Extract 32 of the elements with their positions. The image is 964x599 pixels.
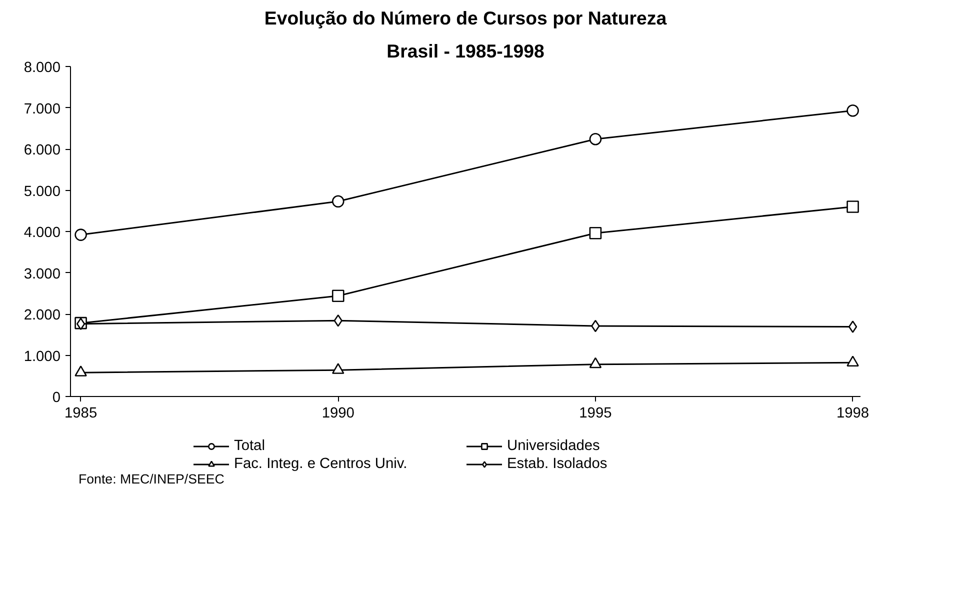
point	[74, 228, 87, 241]
point	[589, 357, 602, 368]
y-tick-label: 6.000	[24, 142, 61, 158]
y-tick-label: 8.000	[24, 60, 61, 76]
y-tick-label: 0	[52, 390, 61, 406]
x-tick-label: 1995	[579, 406, 612, 422]
point	[332, 290, 344, 302]
x-tick-label: 1998	[836, 406, 870, 422]
y-tick-label: 5.000	[24, 184, 61, 200]
chart-title: Evolução do Número de Cursos por Natureza	[264, 8, 668, 28]
legend-label: Fac. Integ. e Centros Univ.	[234, 456, 408, 472]
x-tick-label: 1990	[322, 406, 354, 422]
legend-label: Universidades	[507, 438, 601, 454]
point	[589, 227, 602, 240]
point	[846, 200, 859, 213]
point	[332, 363, 344, 374]
legend-label: Estab. Isolados	[507, 456, 608, 472]
x-tick-label: 1985	[64, 406, 98, 422]
legend-label: Total	[234, 438, 266, 454]
y-tick-label: 4.000	[24, 225, 61, 241]
point	[332, 195, 344, 208]
point	[846, 356, 859, 366]
point	[848, 320, 858, 333]
point	[74, 366, 87, 376]
point	[846, 104, 859, 117]
y-tick-label: 2.000	[24, 308, 61, 324]
chart-subtitle: Brasil - 1985-1998	[386, 40, 544, 62]
point	[589, 132, 602, 146]
y-tick-label: 3.000	[24, 266, 61, 282]
y-tick-label: 7.000	[24, 101, 61, 118]
y-tick-label: 1.000	[24, 348, 61, 365]
source-note: Fonte: MEC/INEP/SEEC	[78, 472, 225, 486]
